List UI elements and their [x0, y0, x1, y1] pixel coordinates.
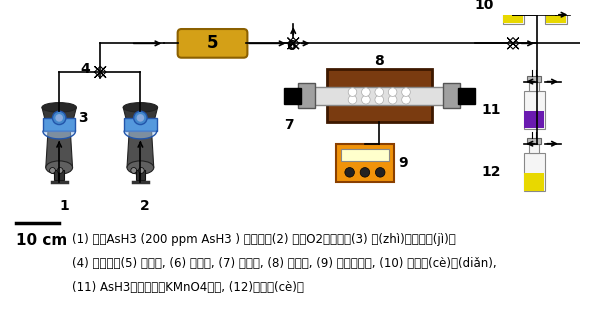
Bar — [503, 2, 523, 23]
Bar — [136, 170, 145, 180]
Circle shape — [134, 111, 147, 125]
Circle shape — [57, 168, 63, 173]
Bar — [458, 88, 475, 104]
Circle shape — [348, 95, 357, 104]
Bar — [298, 83, 315, 108]
Text: 8: 8 — [374, 54, 384, 68]
Bar — [529, 82, 539, 91]
Bar — [284, 88, 301, 104]
Text: 10 cm: 10 cm — [16, 233, 67, 248]
Bar — [527, 138, 541, 144]
Text: 9: 9 — [398, 156, 408, 170]
Polygon shape — [287, 38, 299, 49]
Bar — [124, 118, 157, 131]
Circle shape — [139, 168, 144, 173]
Ellipse shape — [42, 103, 76, 112]
Bar — [443, 83, 460, 108]
Polygon shape — [507, 38, 519, 49]
Circle shape — [362, 95, 370, 104]
Polygon shape — [95, 66, 106, 78]
Text: 12: 12 — [481, 165, 501, 179]
Circle shape — [137, 114, 144, 122]
Bar — [547, 2, 566, 23]
Text: 4: 4 — [80, 62, 90, 76]
Bar — [529, 144, 539, 153]
Circle shape — [375, 95, 383, 104]
Bar — [545, 0, 566, 24]
Circle shape — [375, 88, 383, 96]
Polygon shape — [124, 131, 157, 139]
Text: 6: 6 — [287, 39, 296, 53]
Circle shape — [388, 95, 397, 104]
Circle shape — [52, 111, 66, 125]
Circle shape — [376, 168, 385, 177]
Text: 5: 5 — [206, 34, 218, 52]
Circle shape — [348, 88, 357, 96]
Text: (1) 帶有AsH3 (200 ppm AsH3 ) 的氣缸，(2) 帶有O2的氣缸，(3) 質(zhì)量流量計(jì)，: (1) 帶有AsH3 (200 ppm AsH3 ) 的氣缸，(2) 帶有O2的… — [71, 233, 455, 246]
Polygon shape — [123, 107, 158, 123]
Polygon shape — [95, 66, 106, 78]
Ellipse shape — [46, 161, 73, 174]
Bar — [524, 111, 544, 128]
Ellipse shape — [127, 161, 154, 174]
Bar — [524, 173, 544, 190]
Polygon shape — [46, 120, 73, 168]
Bar — [527, 76, 541, 82]
Text: (11) AsH3尾氣吸附用KMnO4溶液, (12)出口測(cè)量: (11) AsH3尾氣吸附用KMnO4溶液, (12)出口測(cè)量 — [71, 280, 304, 293]
Bar — [524, 91, 545, 129]
Polygon shape — [507, 38, 519, 49]
Circle shape — [362, 88, 370, 96]
Text: 11: 11 — [481, 103, 501, 117]
Polygon shape — [287, 38, 299, 49]
Circle shape — [345, 168, 355, 177]
Bar — [298, 87, 460, 105]
Circle shape — [131, 168, 137, 173]
Polygon shape — [42, 107, 76, 123]
Circle shape — [50, 168, 55, 173]
Text: 1: 1 — [59, 199, 69, 213]
Bar — [55, 170, 64, 180]
Bar — [341, 149, 389, 161]
Circle shape — [388, 88, 397, 96]
Bar — [503, 0, 524, 24]
Text: 10: 10 — [475, 0, 494, 12]
Circle shape — [360, 168, 370, 177]
Ellipse shape — [123, 103, 158, 112]
Polygon shape — [127, 120, 154, 168]
Text: 7: 7 — [284, 118, 293, 132]
Text: 2: 2 — [140, 199, 150, 213]
Polygon shape — [43, 131, 76, 139]
Circle shape — [55, 114, 63, 122]
Bar — [524, 153, 545, 191]
Bar — [336, 144, 394, 182]
FancyBboxPatch shape — [178, 29, 247, 58]
Bar — [43, 118, 76, 131]
Bar — [326, 69, 432, 122]
Circle shape — [402, 88, 410, 96]
Circle shape — [402, 95, 410, 104]
Text: 3: 3 — [78, 111, 88, 125]
Text: (4) 三通閥，(5) 混合器, (6) 三通閥, (7) 加熱爐, (8) 吸附劑, (9) 溫度控制器, (10) 入口測(cè)點(diǎn),: (4) 三通閥，(5) 混合器, (6) 三通閥, (7) 加熱爐, (8) 吸… — [71, 257, 496, 270]
